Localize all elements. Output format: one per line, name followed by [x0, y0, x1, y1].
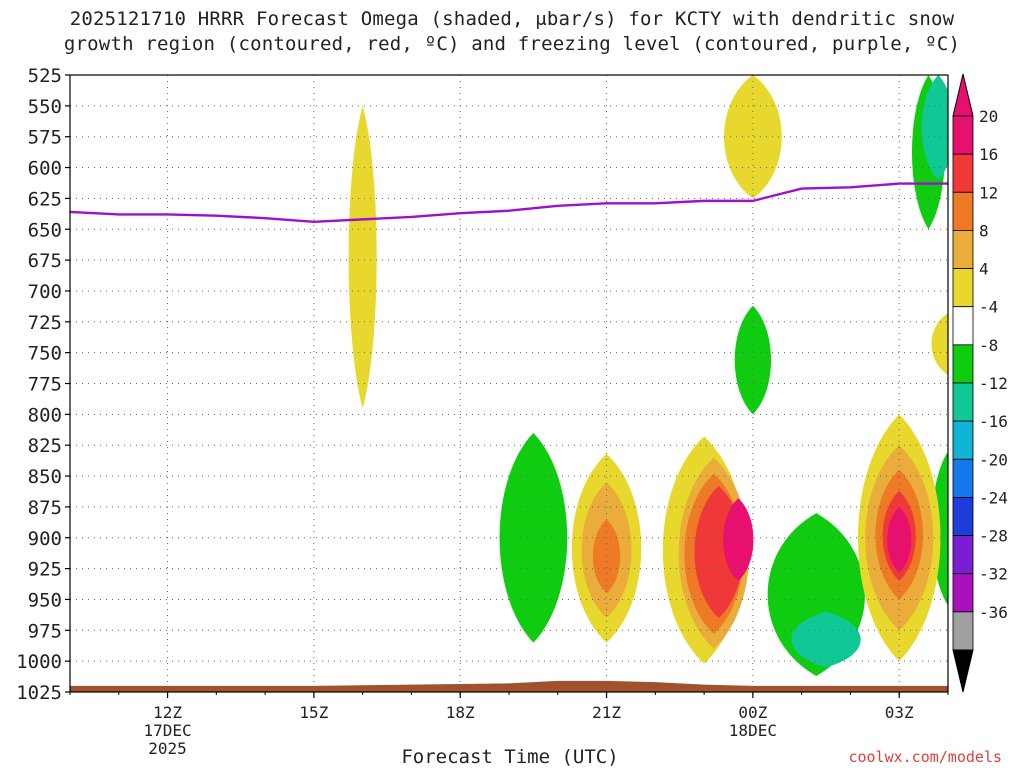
omega-region-1 — [724, 75, 782, 199]
colorbar-segment-10 — [952, 497, 974, 536]
colorbar-segment-5 — [952, 306, 974, 346]
omega-region-9 — [791, 611, 861, 668]
colorbar-bottom-arrow — [952, 649, 974, 693]
colorbar-label-9: -20 — [979, 450, 1008, 469]
colorbar-label-4: 4 — [979, 260, 989, 279]
omega-region-22 — [887, 506, 912, 573]
colorbar-segment-4 — [952, 268, 974, 308]
chart-title-line-2: growth region (contoured, red, ºC) and f… — [63, 33, 961, 55]
colorbar-segment-0 — [952, 115, 974, 155]
y-axis: 525 550 575 600 625 650 675 700 725 750 775 800 825 8… — [16, 65, 70, 704]
x-tick-label-24: 00Z — [738, 703, 767, 722]
surface-layer — [70, 680, 948, 692]
y-tick-label-1000: 1000 — [16, 651, 62, 673]
colorbar-segment-1 — [952, 153, 974, 193]
colorbar-label-8: -16 — [979, 412, 1008, 431]
omega-region-2 — [931, 313, 948, 375]
omega-region-12 — [592, 519, 621, 594]
watermark: coolwx.com/models — [848, 748, 1002, 766]
colorbar-segment-9 — [952, 458, 974, 498]
y-tick-label-675: 675 — [28, 250, 62, 272]
x-tick-label-18: 18Z — [446, 703, 475, 722]
y-tick-label-750: 750 — [28, 343, 62, 365]
y-tick-label-925: 925 — [28, 559, 62, 581]
omega-region-4 — [921, 75, 948, 180]
colorbar-segment-3 — [952, 230, 974, 269]
colorbar-label-7: -12 — [979, 374, 1008, 393]
colorbar-segment-6 — [952, 344, 974, 384]
colorbar-segment-13 — [952, 611, 974, 651]
y-tick-label-850: 850 — [28, 466, 62, 488]
colorbar-label-12: -32 — [979, 565, 1008, 584]
y-tick-label-800: 800 — [28, 404, 62, 426]
x-tick-sublabel-24-0: 18DEC — [729, 721, 777, 740]
y-tick-label-900: 900 — [28, 528, 62, 550]
x-tick-label-27: 03Z — [885, 703, 914, 722]
colorbar-label-1: 16 — [979, 145, 998, 164]
colorbar-segment-12 — [952, 573, 974, 613]
y-tick-label-775: 775 — [28, 374, 62, 396]
chart-title-line-1: 2025121710 HRRR Forecast Omega (shaded, … — [69, 8, 955, 30]
y-tick-label-650: 650 — [28, 219, 62, 241]
omega-region-17 — [723, 498, 754, 581]
x-tick-label-15: 15Z — [299, 703, 328, 722]
y-tick-label-625: 625 — [28, 188, 62, 210]
surface-terrain — [70, 680, 948, 692]
y-tick-label-1025: 1025 — [16, 682, 62, 704]
freezing-level-line — [69, 182, 948, 224]
colorbar-label-6: -8 — [979, 336, 998, 355]
y-tick-label-575: 575 — [28, 127, 62, 149]
colorbar-label-5: -4 — [979, 298, 998, 317]
colorbar-label-11: -28 — [979, 527, 1008, 546]
colorbar-label-3: 8 — [979, 221, 989, 240]
colorbar-label-10: -24 — [979, 488, 1008, 507]
y-tick-label-525: 525 — [28, 65, 62, 87]
colorbar-segment-11 — [952, 535, 974, 575]
x-tick-label-12: 12Z — [153, 703, 182, 722]
colorbar-top-arrow — [952, 73, 974, 117]
grid-lines — [70, 75, 948, 692]
freezing-level-layer — [69, 182, 948, 224]
colorbar: 20 16 12 8 4 -4 -8 -12 -16 -20 -24 -28 -32 -36 — [952, 73, 1008, 693]
x-tick-sublabel-12-0: 17DEC — [143, 721, 191, 740]
omega-region-6 — [499, 432, 568, 643]
colorbar-segment-2 — [952, 191, 974, 231]
omega-region-0 — [348, 105, 377, 409]
colorbar-label-13: -36 — [979, 603, 1008, 622]
y-tick-label-600: 600 — [28, 158, 62, 180]
x-tick-label-21: 21Z — [592, 703, 621, 722]
y-tick-label-825: 825 — [28, 435, 62, 457]
x-tick-sublabel-12-1: 2025 — [148, 739, 187, 758]
y-tick-label-875: 875 — [28, 497, 62, 519]
colorbar-segment-8 — [952, 420, 974, 460]
omega-region-5 — [734, 305, 772, 415]
colorbar-label-0: 20 — [979, 107, 998, 126]
colorbar-label-2: 12 — [979, 183, 998, 202]
y-tick-label-975: 975 — [28, 620, 62, 642]
y-tick-label-950: 950 — [28, 589, 62, 611]
x-axis-label: Forecast Time (UTC) — [401, 746, 619, 768]
y-tick-label-725: 725 — [28, 312, 62, 334]
y-tick-label-550: 550 — [28, 96, 62, 118]
omega-shaded-regions — [348, 75, 948, 676]
y-tick-label-700: 700 — [28, 281, 62, 303]
colorbar-segment-7 — [952, 382, 974, 422]
